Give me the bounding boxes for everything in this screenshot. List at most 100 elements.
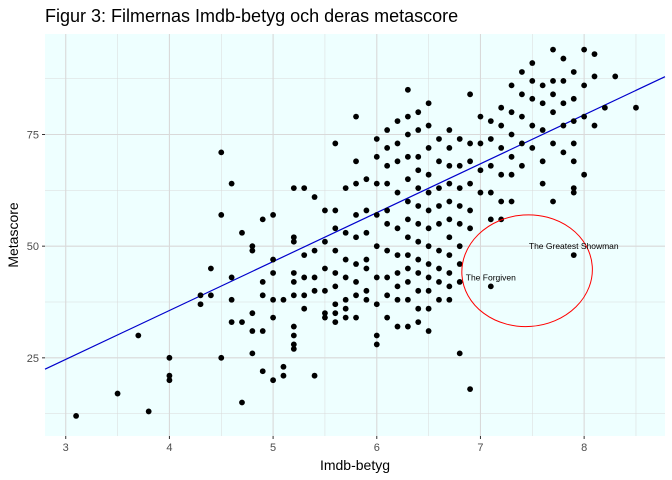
data-point [436,265,442,272]
data-point [415,305,422,312]
data-point [218,149,225,156]
data-point [508,171,515,178]
data-point [560,78,567,84]
data-point [197,292,204,299]
data-point [290,234,297,241]
data-point [404,234,411,241]
data-point [332,207,339,214]
data-point [487,162,494,169]
data-points [73,46,639,419]
data-point [415,319,422,325]
data-point [425,328,432,334]
data-point [446,270,453,276]
data-point [342,256,349,263]
data-point [415,127,422,133]
data-point [290,341,297,348]
annotations: The Greatest Showman The Forgiven [466,241,619,282]
data-point [591,73,598,80]
data-point [394,140,401,147]
data-point [570,69,577,75]
data-point [384,207,391,214]
data-point [228,274,235,281]
data-point [425,225,432,232]
data-point [342,274,349,281]
data-point [436,136,442,142]
data-point [373,332,380,339]
data-point [425,274,432,281]
data-point [249,310,256,317]
data-point [270,314,276,321]
data-point [456,350,463,357]
x-tick-label: 7 [477,442,483,454]
data-point [446,127,453,133]
data-point [363,207,370,214]
x-tick-label: 6 [374,442,380,454]
data-point [487,118,494,124]
data-point [404,216,411,223]
data-point [404,198,411,205]
data-point [446,252,453,258]
annotation-label: The Forgiven [466,272,516,282]
data-point [301,185,308,192]
data-point [591,122,598,129]
data-point [342,229,349,236]
data-point [498,171,505,178]
x-tick-label: 8 [581,442,587,454]
highlight-ellipse [461,214,593,328]
data-point [363,296,370,303]
data-point [415,185,422,192]
data-point [456,261,463,267]
data-point [384,314,391,321]
data-point [519,162,525,169]
data-point [373,274,380,281]
data-point [135,332,142,339]
data-point [529,95,536,102]
data-point [436,158,442,165]
data-point [218,212,225,218]
data-point [384,274,391,281]
data-point [467,207,473,214]
data-point [353,279,359,285]
data-point [436,279,442,285]
data-point [290,185,297,192]
data-point [539,100,546,107]
data-point [456,220,463,227]
data-point [477,140,484,147]
data-point [259,279,266,285]
data-point [332,225,339,232]
data-point [570,252,577,258]
x-tick-label: 5 [270,442,276,454]
data-point [550,78,556,84]
data-point [270,377,276,384]
data-point [487,216,494,223]
data-point [456,185,463,192]
data-point [446,296,453,303]
data-point [301,274,308,281]
data-point [228,296,235,303]
data-point [519,140,525,147]
data-point [508,82,515,89]
data-point [498,145,505,151]
data-point [332,319,339,325]
data-point [560,100,567,107]
data-point [270,212,276,218]
data-point [301,305,308,312]
data-point [270,296,276,303]
data-point [311,274,318,281]
data-point [394,270,401,276]
data-point [363,256,370,263]
data-point [508,153,515,160]
data-point [394,283,401,290]
data-point [404,296,411,303]
data-point [519,91,525,98]
data-point [446,216,453,223]
data-point [373,136,380,142]
data-point [508,109,515,116]
data-point [581,113,588,120]
data-point [633,104,639,111]
data-point [601,104,608,111]
data-point [425,305,432,312]
data-point [487,189,494,196]
data-point [353,180,359,187]
data-point [249,328,256,334]
